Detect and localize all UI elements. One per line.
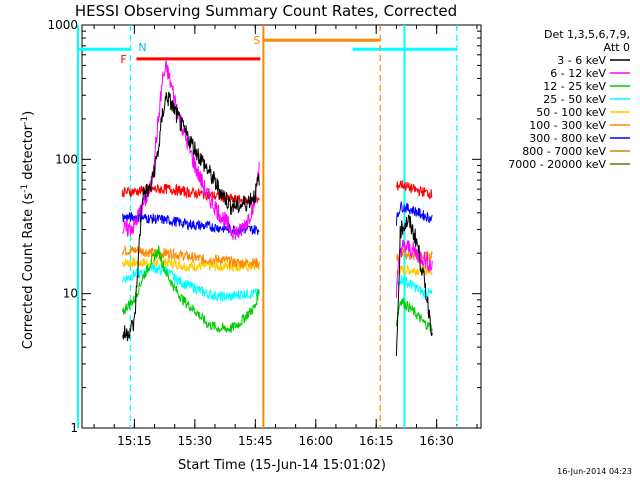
- y-axis-label-sup1: -1: [20, 184, 30, 193]
- series-line: [395, 298, 433, 333]
- y-tick-label: 1000: [47, 18, 78, 32]
- series-line: [121, 256, 260, 273]
- series-line: [395, 239, 433, 298]
- x-tick-label: 15:15: [117, 434, 152, 448]
- x-axis-ticks: 15:15 15:30 15:45 16:00 16:15 16:30: [93, 25, 478, 448]
- legend-entry-label: 100 - 300 keV: [529, 119, 606, 132]
- flare-flag-label: F: [120, 53, 126, 66]
- x-tick-label: 15:45: [238, 434, 273, 448]
- y-axis-label-sup2: -1: [20, 116, 30, 125]
- y-axis-label: Corrected Count Rate (s-1 detector-1): [20, 111, 36, 349]
- y-axis-ticks: 1 10 100 1000: [47, 18, 481, 435]
- legend-title-line-2: Att 0: [604, 41, 630, 54]
- legend-entry-label: 12 - 25 keV: [543, 80, 606, 93]
- series-line: [395, 214, 433, 357]
- series-line: [396, 262, 433, 278]
- series-line: [122, 91, 260, 342]
- night-flag-label: N: [138, 41, 146, 54]
- y-axis-label-main: Corrected Count Rate (s: [21, 193, 36, 350]
- footer-date: 16-Jun-2014 04:23: [557, 467, 632, 476]
- saa-flag-label: S: [253, 34, 260, 47]
- series-line: [395, 179, 433, 200]
- series-line: [395, 201, 433, 226]
- legend-title-line-1: Det 1,3,5,6,7,9,: [544, 28, 630, 41]
- chart-title: HESSI Observing Summary Count Rates, Cor…: [75, 2, 457, 20]
- x-tick-label: 16:30: [419, 434, 454, 448]
- legend-entry-label: 6 - 12 keV: [550, 67, 606, 80]
- series-line: [121, 245, 260, 269]
- legend-entry-label: 50 - 100 keV: [536, 106, 606, 119]
- plot-frame: [81, 24, 482, 429]
- legend-entry-label: 7000 - 20000 keV: [508, 158, 606, 171]
- legend-entry-label: 300 - 800 keV: [529, 132, 606, 145]
- series-line: [121, 245, 260, 333]
- x-axis-label: Start Time (15-Jun-14 15:01:02): [178, 458, 386, 473]
- y-tick-label: 10: [63, 287, 78, 301]
- x-tick-label: 15:30: [178, 434, 213, 448]
- series-lines: [121, 60, 433, 357]
- x-tick-label: 16:15: [359, 434, 394, 448]
- x-tick-label: 16:00: [298, 434, 333, 448]
- y-tick-label: 100: [55, 152, 78, 166]
- y-axis-label-mid: detector: [21, 124, 36, 184]
- plot-axes: [81, 24, 482, 429]
- legend-entry-label: 3 - 6 keV: [557, 54, 606, 67]
- y-tick-label: 1: [70, 421, 78, 435]
- y-axis-label-end: ): [21, 111, 36, 116]
- legend-entry-label: 25 - 50 keV: [543, 93, 606, 106]
- legend-entry-label: 800 - 7000 keV: [522, 145, 606, 158]
